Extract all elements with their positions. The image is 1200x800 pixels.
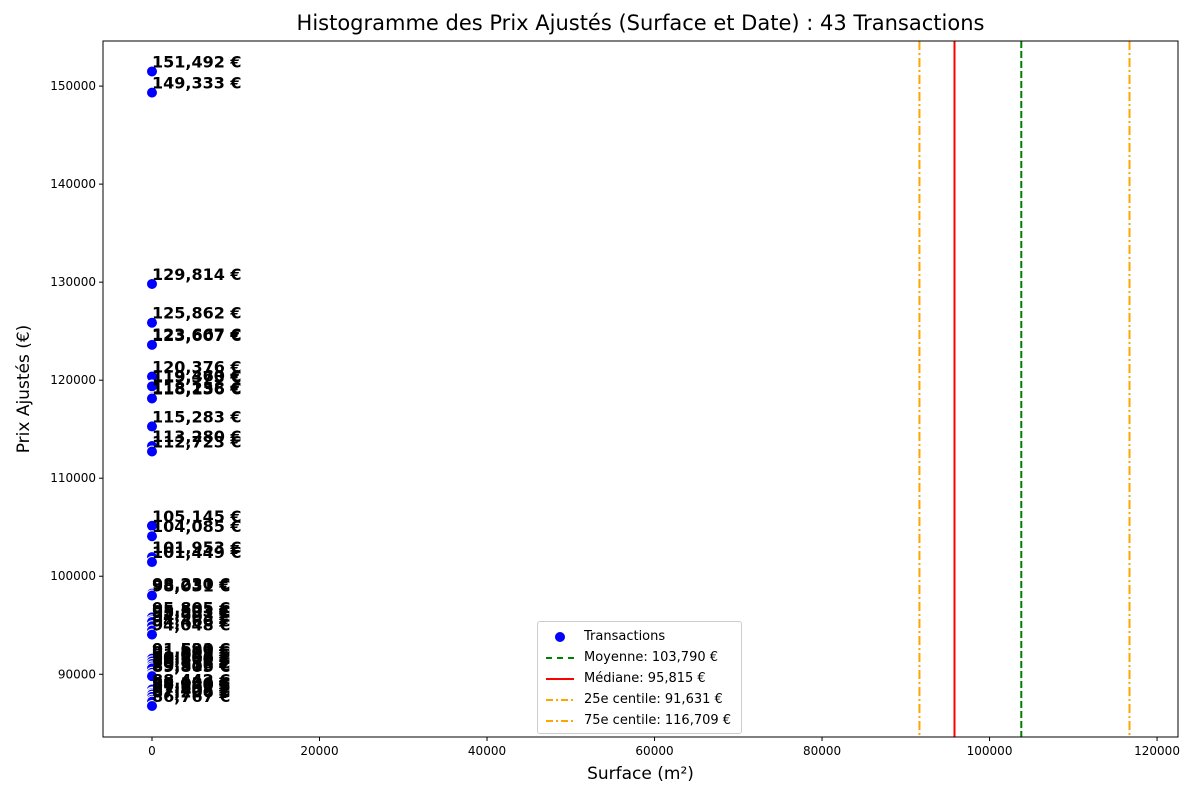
chart-title: Histogramme des Prix Ajustés (Surface et… — [296, 11, 985, 35]
data-label: 98,230 € — [152, 575, 230, 594]
y-tick-label: 140000 — [50, 177, 96, 191]
data-label: 98,031 € — [152, 577, 230, 596]
data-point — [145, 699, 158, 712]
data-point — [145, 86, 158, 99]
legend-line-icon — [544, 672, 576, 686]
legend-item-p75: 75e centile: 116,709 € — [544, 710, 735, 731]
legend-label: 25e centile: 91,631 € — [584, 692, 723, 707]
data-label: 87,697 € — [152, 678, 230, 697]
data-label: 95,503 € — [152, 601, 230, 620]
data-label: 88,136 € — [152, 674, 230, 693]
y-tick-label: 130000 — [50, 275, 96, 289]
legend-label: 75e centile: 116,709 € — [584, 713, 732, 728]
legend-item-transactions: Transactions — [544, 626, 735, 647]
data-label: 87,940 € — [152, 675, 230, 694]
x-tick-label: 120000 — [1134, 744, 1180, 758]
data-label: 129,814 € — [152, 265, 242, 284]
data-label: 87,206 € — [152, 683, 230, 702]
data-label: 118,258 € — [152, 378, 242, 397]
data-point — [145, 316, 158, 329]
x-tick-label: 100000 — [967, 744, 1013, 758]
axes-layer: 0 20000 40000 60000 80000 100000 120000 90000 10… — [50, 40, 1180, 758]
data-label: 95,331 € — [152, 603, 230, 622]
data-label: 90,156 € — [152, 654, 230, 673]
data-point — [145, 420, 158, 433]
data-point — [145, 530, 158, 543]
data-point — [145, 277, 158, 290]
data-point — [145, 338, 158, 351]
data-point — [145, 589, 158, 602]
data-label: 88,442 € — [152, 671, 230, 690]
legend-item-median: Médiane: 95,815 € — [544, 668, 735, 689]
legend-line-icon — [544, 714, 576, 728]
data-label: 112,723 € — [152, 433, 242, 452]
y-tick-label: 110000 — [50, 471, 96, 485]
data-label: 95,805 € — [152, 598, 230, 617]
data-label: 119,373 € — [152, 367, 242, 386]
data-label: 91,631 € — [152, 639, 230, 658]
data-label: 125,862 € — [152, 304, 242, 323]
data-label: 89,805 € — [152, 657, 230, 676]
data-label: 91,590 € — [152, 640, 230, 659]
data-point — [145, 65, 158, 78]
data-label: 123,607 € — [152, 326, 242, 345]
data-point — [145, 445, 158, 458]
y-tick-label: 90000 — [58, 667, 96, 681]
y-tick-label: 120000 — [50, 373, 96, 387]
data-label: 119,460 € — [152, 366, 242, 385]
data-label: 149,333 € — [152, 74, 242, 93]
legend-label: Transactions — [584, 629, 666, 644]
data-label: 91,045 € — [152, 645, 230, 664]
data-label: 89,916 € — [152, 656, 230, 675]
legend-line-icon — [544, 693, 576, 707]
y-axis-label: Prix Ajustés (€) — [14, 324, 34, 454]
data-label: 120,376 € — [152, 357, 242, 376]
x-tick-label: 80000 — [803, 744, 841, 758]
y-tick-label: 100000 — [50, 569, 96, 583]
data-label: 94,048 € — [152, 616, 230, 635]
data-label: 90,600 € — [152, 649, 230, 668]
data-point — [145, 628, 158, 641]
x-tick-label: 60000 — [635, 744, 673, 758]
data-label: 90,796 € — [152, 647, 230, 666]
data-label: 105,145 € — [152, 507, 242, 526]
data-label: 94,903 € — [152, 607, 230, 626]
data-label: 87,405 € — [152, 681, 230, 700]
data-point — [145, 392, 158, 405]
data-label: 118,136 € — [152, 379, 242, 398]
y-tick-label: 150000 — [50, 79, 96, 93]
data-label: 86,767 € — [152, 687, 230, 706]
data-point — [145, 556, 158, 569]
data-label: 104,085 € — [152, 517, 242, 536]
data-label: 94,466 € — [152, 611, 230, 630]
legend-item-p25: 25e centile: 91,631 € — [544, 689, 735, 710]
data-label: 115,283 € — [152, 407, 242, 426]
legend: Transactions Moyenne: 103,790 € Médiane:… — [537, 621, 742, 734]
legend-label: Moyenne: 103,790 € — [584, 650, 719, 665]
legend-line-icon — [544, 651, 576, 665]
legend-label: Médiane: 95,815 € — [584, 671, 706, 686]
data-label: 91,309 € — [152, 642, 230, 661]
axes-frame — [102, 40, 1179, 738]
x-axis-label: Surface (m²) — [587, 764, 694, 784]
legend-item-mean: Moyenne: 103,790 € — [544, 647, 735, 668]
points-layer — [145, 65, 158, 712]
x-tick-label: 0 — [148, 744, 156, 758]
data-label: 101,449 € — [152, 543, 242, 562]
data-point — [145, 670, 158, 683]
data-label: 151,492 € — [152, 52, 242, 71]
x-tick-label: 40000 — [468, 744, 506, 758]
data-labels-layer: 151,492 € 149,333 € 129,814 € 125,862 € 123,… — [152, 52, 242, 705]
data-label: 88,080 € — [152, 674, 230, 693]
legend-marker-icon — [544, 630, 576, 644]
data-label: 123,667 € — [152, 325, 242, 344]
data-label: 113,280 € — [152, 427, 242, 446]
data-label: 101,953 € — [152, 538, 242, 557]
x-tick-label: 20000 — [300, 744, 338, 758]
